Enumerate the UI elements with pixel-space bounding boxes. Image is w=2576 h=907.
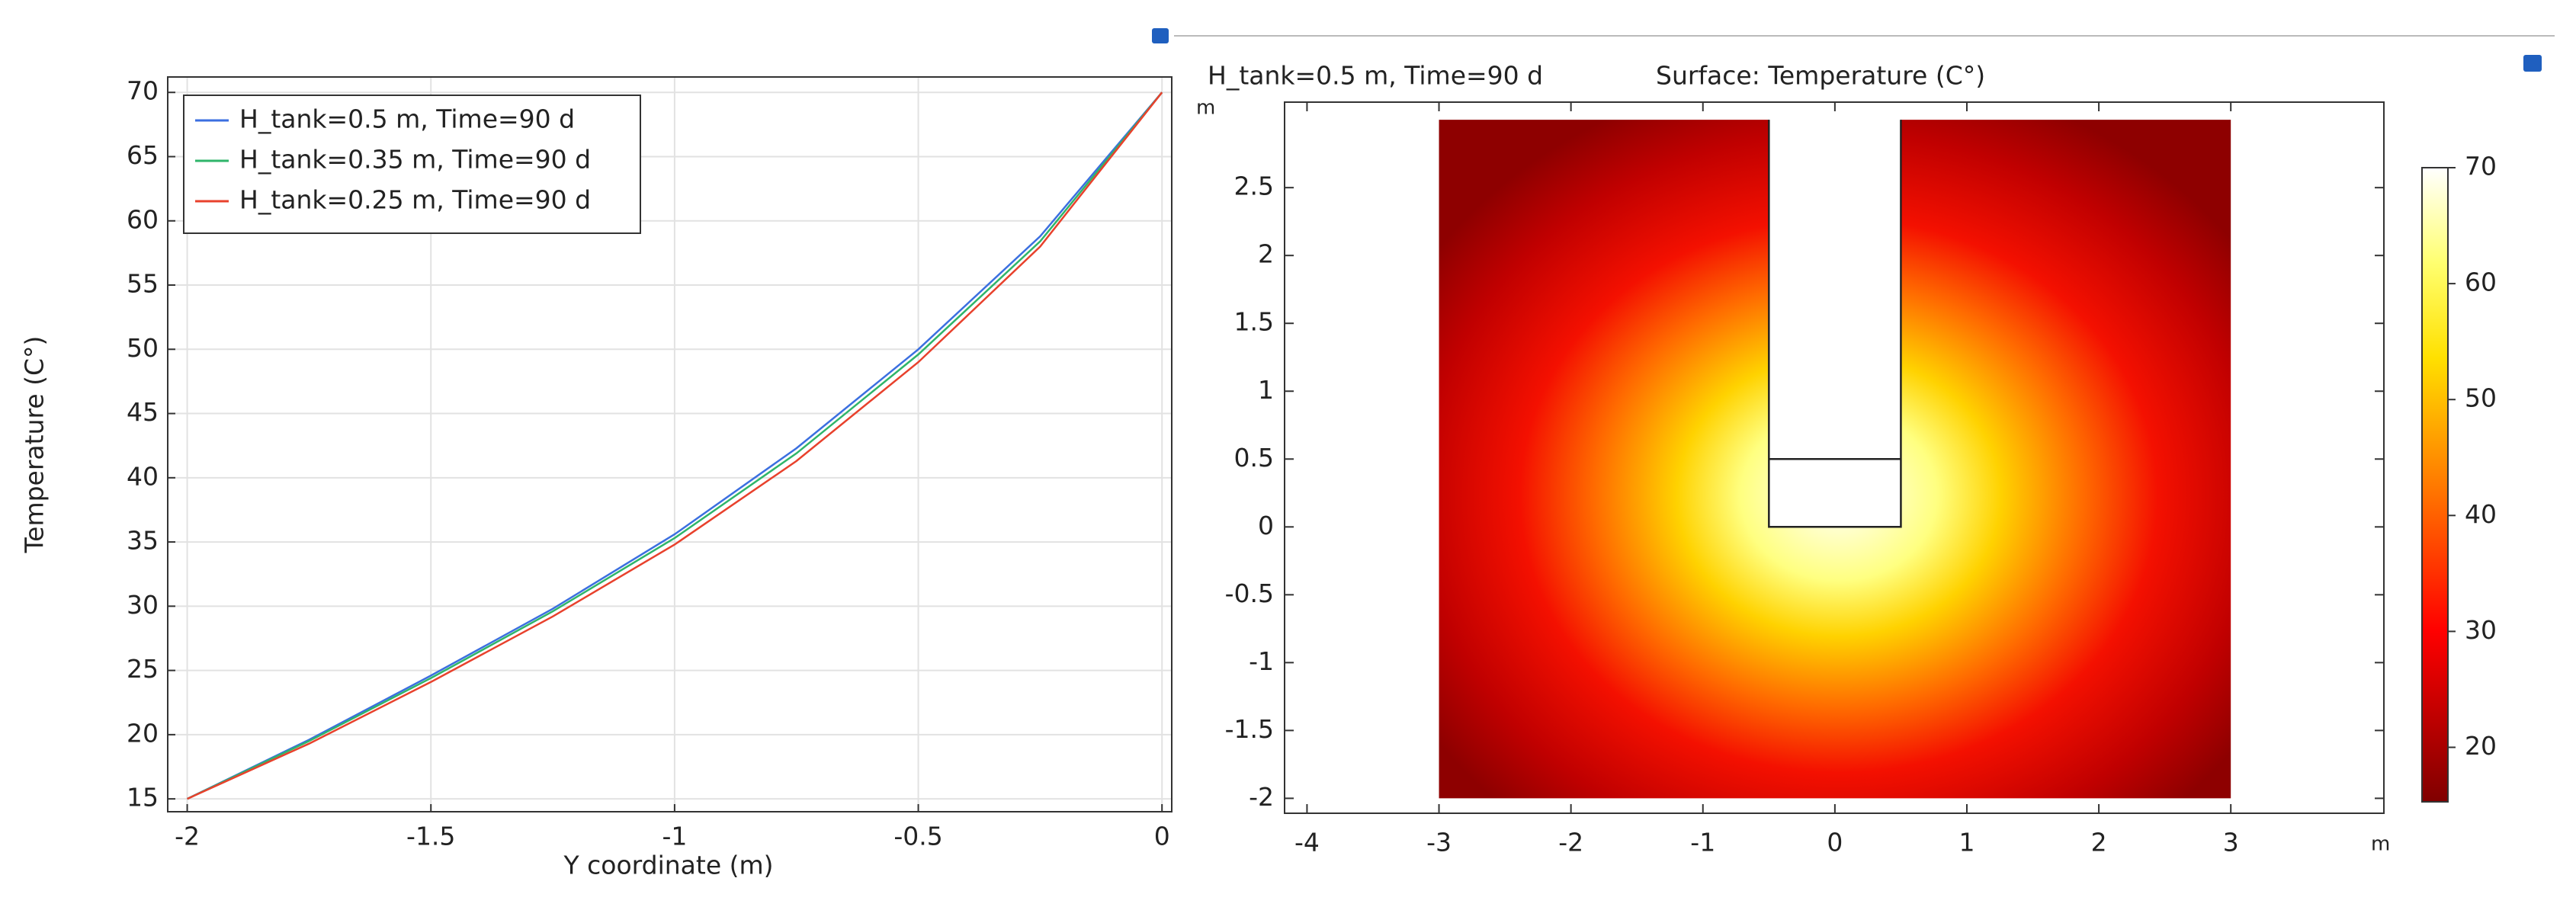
colorbar-tick-label: 50: [2465, 383, 2497, 413]
y-tick-label: 60: [127, 204, 159, 234]
data-line: [187, 91, 1163, 800]
legend-label: H_tank=0.25 m, Time=90 d: [239, 185, 591, 215]
icon: [2523, 55, 2542, 72]
x-tick-label: -2: [175, 822, 200, 851]
data-line: [187, 91, 1163, 800]
y-tick-label: 40: [127, 461, 159, 491]
legend-label: H_tank=0.5 m, Time=90 d: [239, 104, 575, 134]
colorbar-tick-label: 60: [2465, 268, 2497, 297]
x-tick-label: 1: [1958, 828, 1975, 857]
x-tick-label: -1: [1690, 828, 1715, 857]
y-tick-label: 50: [127, 333, 159, 363]
x-tick-label: -4: [1294, 828, 1320, 857]
legend-box: [183, 95, 641, 234]
x-tick-label: 0: [1154, 822, 1170, 851]
y-tick-label: -0.5: [1225, 578, 1274, 608]
x-tick-label: 0: [1827, 828, 1843, 857]
icon: [1152, 28, 1169, 43]
line-chart: 15 20 25 30 35 40 45 50 55 60 65 70 -2 -1.5 -1 -0.5 0 H_t…: [20, 76, 1173, 880]
y-tick-label: -1.5: [1225, 714, 1274, 744]
colorbar-tick-label: 30: [2465, 615, 2497, 645]
x-unit: m: [2371, 833, 2390, 856]
x-tick-label: -2: [1558, 828, 1583, 857]
y-tick-label: 15: [127, 783, 159, 812]
chart-title: H_tank=0.5 m, Time=90 d: [1208, 61, 1543, 91]
surface-chart: -4 -3 -2 -1 0 1 2 3 -2 -1.5 -1 -0.5 0 0.5 1 1.5 2 2.5 H_ta…: [1196, 61, 2497, 857]
x-tick-label: -1.5: [406, 822, 455, 851]
x-tick-label: 3: [2223, 828, 2239, 857]
colorbar: [2421, 167, 2449, 803]
plot-frame: [167, 76, 1173, 812]
x-tick-label: 2: [2091, 828, 2107, 857]
temperature-field: [1439, 120, 2231, 799]
y-tick-label: -1: [1249, 646, 1274, 676]
x-tick-label: -3: [1426, 828, 1452, 857]
y-tick-label: 55: [127, 269, 159, 299]
legend-label: H_tank=0.35 m, Time=90 d: [239, 145, 591, 175]
x-tick-label: -0.5: [893, 822, 942, 851]
x-tick-label: -1: [662, 822, 687, 851]
y-tick-label: 1: [1258, 375, 1274, 405]
colorbar-tick-label: 40: [2465, 499, 2497, 529]
colorbar-tick-label: 20: [2465, 731, 2497, 761]
y-tick-label: 35: [127, 526, 159, 556]
y-axis-label: Temperature (C°): [20, 336, 50, 554]
y-tick-label: 2: [1258, 239, 1274, 269]
y-tick-label: 0: [1258, 511, 1274, 540]
y-tick-label: 30: [127, 590, 159, 620]
y-tick-label: 2.5: [1234, 171, 1274, 201]
y-tick-label: -2: [1249, 782, 1274, 812]
colorbar-tick-label: 70: [2465, 152, 2497, 181]
y-tick-label: 45: [127, 397, 159, 427]
y-tick-label: 25: [127, 654, 159, 684]
y-tick-label: 0.5: [1234, 443, 1274, 473]
y-unit: m: [1196, 97, 1215, 120]
data-line: [187, 91, 1163, 800]
y-tick-label: 20: [127, 718, 159, 748]
y-tick-label: 1.5: [1234, 307, 1274, 337]
y-tick-label: 65: [127, 140, 159, 170]
chart-subtitle: Surface: Temperature (C°): [1656, 61, 1985, 91]
domain-outline: [1768, 120, 1902, 528]
x-axis-label: Y coordinate (m): [563, 851, 773, 880]
y-tick-label: 70: [127, 76, 159, 106]
